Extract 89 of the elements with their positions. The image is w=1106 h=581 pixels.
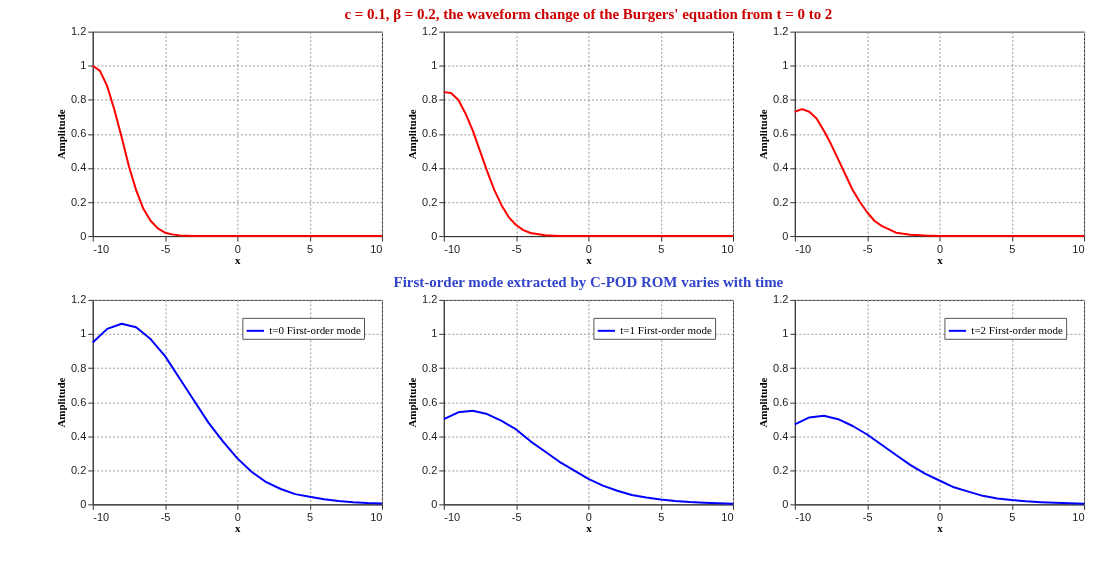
x-tick-label: 10: [1072, 510, 1085, 523]
x-tick-label: -10: [795, 242, 812, 255]
y-tick-label: 0.8: [422, 93, 438, 106]
y-axis-title: Amplitude: [757, 377, 770, 428]
chart-title: c = 0.1, β = 0.2, the waveform change of the Burgers' equation from t = 0 to 2: [344, 5, 833, 22]
y-axis-title: Amplitude: [55, 109, 68, 160]
legend-label: t=1 First-order mode: [620, 323, 712, 336]
y-axis-title: Amplitude: [406, 377, 419, 428]
x-tick-label: -5: [511, 510, 522, 523]
x-tick-label: -10: [93, 242, 110, 255]
x-axis-title: x: [586, 253, 593, 266]
x-tick-label: 10: [721, 242, 734, 255]
y-tick-label: 1: [80, 59, 87, 72]
x-axis-title: x: [235, 253, 242, 266]
y-tick-label: 1.2: [422, 293, 438, 306]
x-tick-label: 5: [658, 242, 665, 255]
x-tick-label: 0: [234, 242, 241, 255]
x-tick-label: -5: [511, 242, 522, 255]
y-tick-label: 1: [431, 327, 438, 340]
x-axis-title: x: [937, 521, 944, 534]
x-tick-label: -5: [862, 510, 873, 523]
y-tick-label: 0.4: [422, 161, 438, 174]
y-tick-label: 0.4: [773, 161, 789, 174]
x-tick-label: 0: [936, 510, 944, 523]
y-tick-label: 0.2: [422, 463, 438, 476]
y-tick-label: 0: [431, 497, 438, 510]
y-axis-title: Amplitude: [757, 109, 770, 160]
x-tick-label: -10: [93, 510, 110, 523]
y-tick-label: 0.6: [773, 127, 789, 140]
y-tick-label: 1: [80, 327, 87, 340]
x-tick-label: 5: [658, 510, 665, 523]
x-axis-title: x: [937, 253, 944, 266]
y-tick-label: 0: [80, 497, 87, 510]
y-tick-label: 0.8: [773, 361, 789, 374]
y-tick-label: 0.8: [71, 93, 87, 106]
y-tick-label: 0.2: [71, 463, 87, 476]
legend-label: t=0 First-order mode: [269, 323, 361, 336]
x-tick-label: 5: [1009, 242, 1016, 255]
y-tick-label: 1: [782, 327, 789, 340]
x-tick-label: 5: [1009, 510, 1016, 523]
y-tick-label: 1.2: [773, 293, 789, 306]
y-tick-label: 0.4: [422, 429, 438, 442]
x-tick-label: -5: [862, 242, 873, 255]
x-tick-label: 10: [370, 510, 383, 523]
x-tick-label: 5: [307, 510, 314, 523]
y-tick-label: 0.6: [71, 127, 87, 140]
x-tick-label: 0: [936, 242, 944, 255]
x-tick-label: -10: [795, 510, 812, 523]
y-tick-label: 1.2: [71, 293, 87, 306]
x-tick-label: 10: [1072, 242, 1085, 255]
y-tick-label: 0: [782, 229, 789, 242]
legend-label: t=2 First-order mode: [971, 323, 1063, 336]
y-tick-label: 0.4: [773, 429, 789, 442]
x-tick-label: 10: [721, 510, 734, 523]
y-tick-label: 0.4: [71, 429, 87, 442]
x-tick-label: -10: [444, 510, 461, 523]
y-tick-label: 1.2: [422, 25, 438, 38]
x-axis-title: x: [235, 521, 242, 534]
y-tick-label: 1.2: [71, 25, 87, 38]
y-tick-label: 0: [80, 229, 87, 242]
x-axis-title: x: [586, 521, 593, 534]
y-tick-label: 0.8: [773, 93, 789, 106]
y-tick-label: 0.4: [71, 161, 87, 174]
y-axis-title: Amplitude: [55, 377, 68, 428]
x-tick-label: 0: [585, 510, 592, 523]
y-tick-label: 0: [782, 497, 789, 510]
y-tick-label: 0.8: [71, 361, 87, 374]
y-tick-label: 0.2: [773, 463, 789, 476]
y-tick-label: 0.6: [422, 395, 438, 408]
x-tick-label: 0: [234, 510, 241, 523]
y-tick-label: 0.6: [422, 127, 438, 140]
x-tick-label: 10: [370, 242, 383, 255]
y-tick-label: 0.2: [773, 195, 789, 208]
y-tick-label: 0: [431, 229, 438, 242]
x-tick-label: 0: [585, 242, 592, 255]
y-tick-label: 0.2: [422, 195, 438, 208]
chart-title: First-order mode extracted by C-POD ROM varies with time: [393, 273, 784, 290]
y-tick-label: 1: [782, 59, 789, 72]
y-tick-label: 0.6: [773, 395, 789, 408]
y-axis-title: Amplitude: [406, 109, 419, 160]
y-tick-label: 0.8: [422, 361, 438, 374]
y-tick-label: 0.2: [71, 195, 87, 208]
x-tick-label: -5: [160, 510, 171, 523]
x-tick-label: 5: [307, 242, 314, 255]
y-tick-label: 0.6: [71, 395, 87, 408]
y-tick-label: 1.2: [773, 25, 789, 38]
y-tick-label: 1: [431, 59, 438, 72]
x-tick-label: -10: [444, 242, 461, 255]
x-tick-label: -5: [160, 242, 171, 255]
